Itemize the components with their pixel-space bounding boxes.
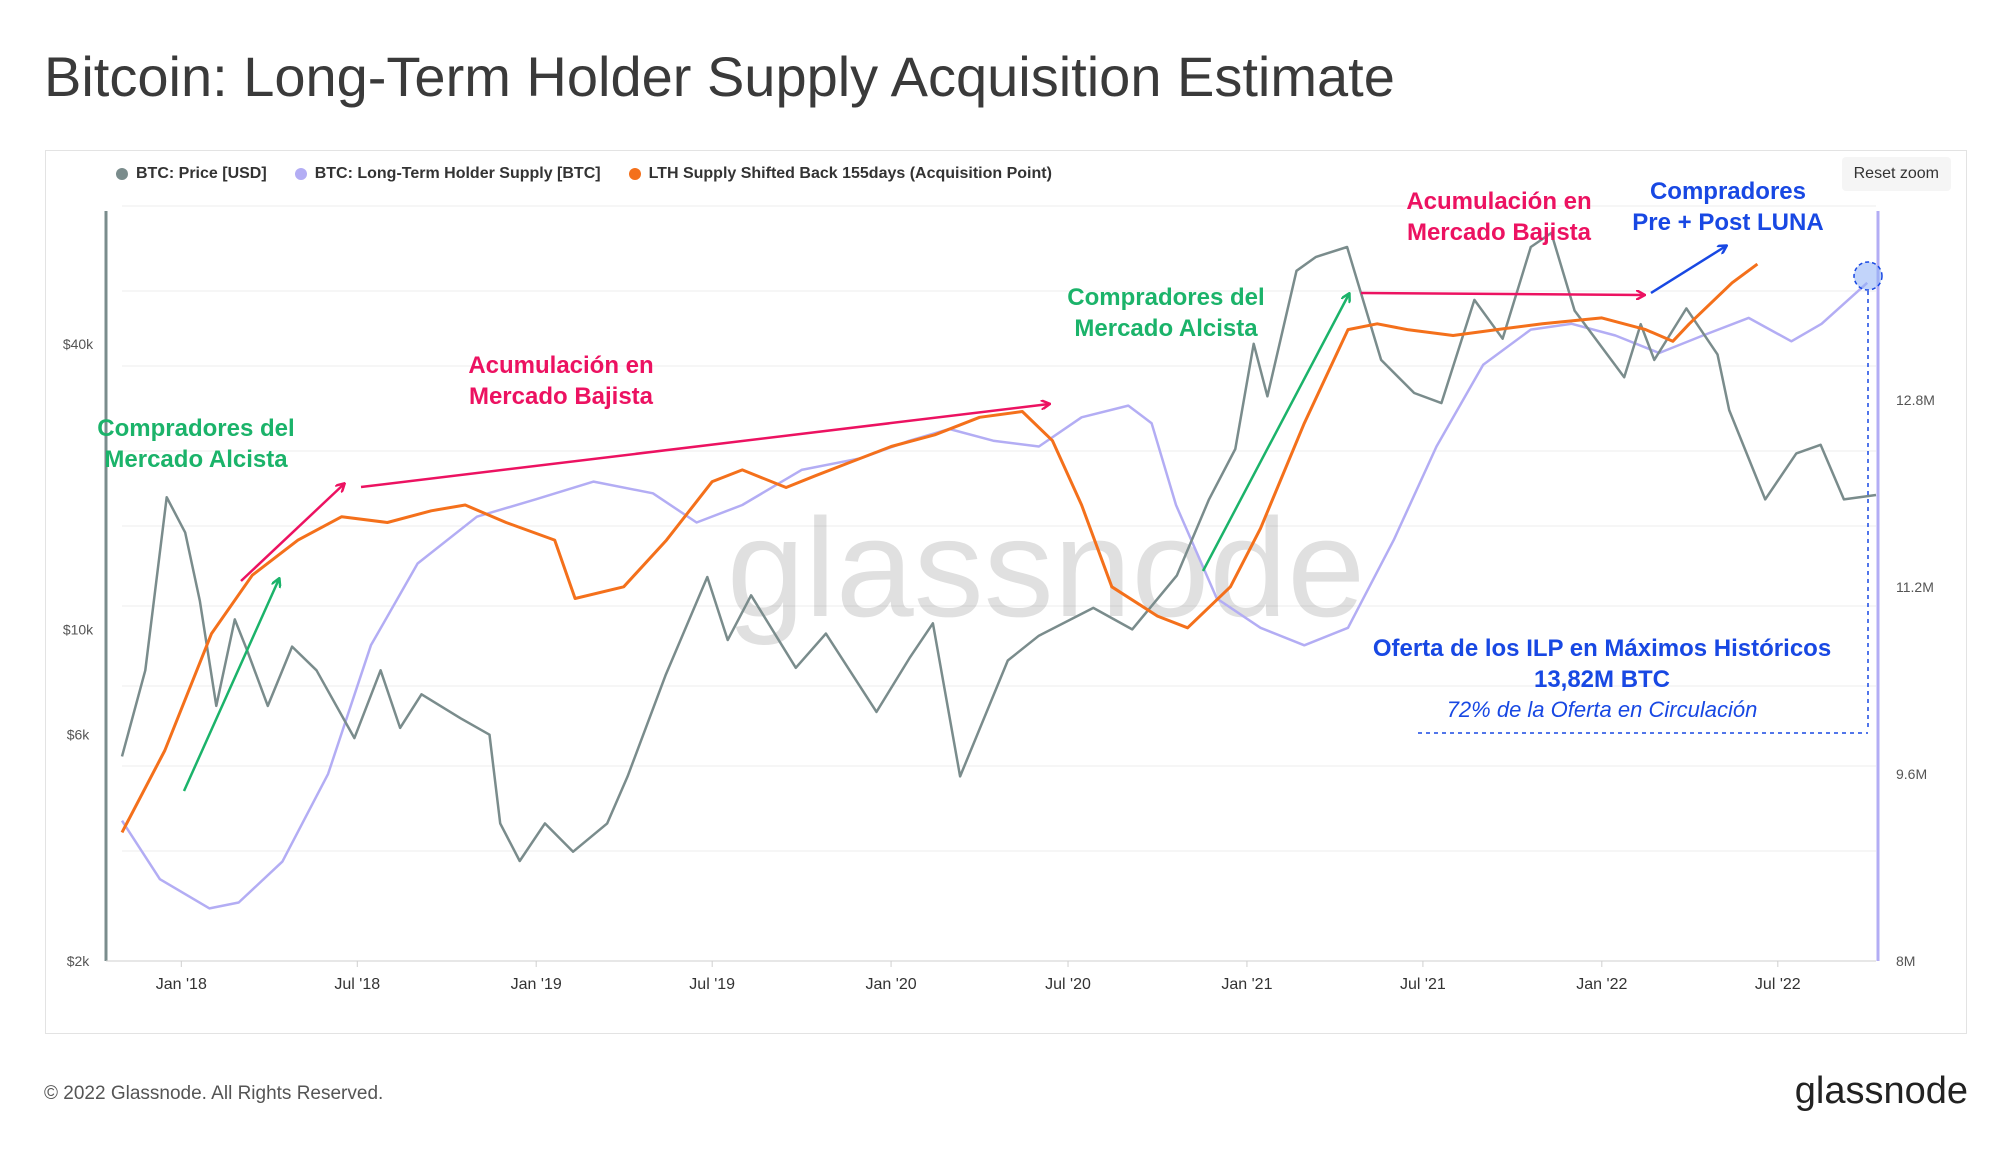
reset-zoom-button[interactable]: Reset zoom xyxy=(1841,157,1951,191)
annotation-arrow-5 xyxy=(1650,246,1726,295)
annotation-text-4: Compradores del xyxy=(1067,284,1264,311)
legend-dot-shifted xyxy=(628,168,641,180)
x-tick-label-3: Jul '19 xyxy=(689,976,735,993)
annotation-text-2: Acumulación en xyxy=(468,352,653,379)
legend-label-lth: BTC: Long-Term Holder Supply [BTC] xyxy=(314,165,601,182)
annotation-arrow-4 xyxy=(1360,293,1644,295)
watermark-text: glassnode xyxy=(727,489,1365,646)
legend-item-shifted[interactable]: LTH Supply Shifted Back 155days (Acquisi… xyxy=(628,165,1052,183)
annotation-arrow-2 xyxy=(360,404,1049,489)
y-left-tick-3: $2k xyxy=(67,953,91,969)
annotation-text-9: Pre + Post LUNA xyxy=(1632,209,1823,236)
y-left-tick-1: $10k xyxy=(63,621,94,637)
legend-dot-price xyxy=(116,168,128,180)
y-left-tick-2: $6k xyxy=(67,727,91,743)
annotation-text-5: Mercado Alcista xyxy=(1074,315,1258,342)
ath-marker-circle xyxy=(1853,261,1883,291)
legend-label-shifted: LTH Supply Shifted Back 155days (Acquisi… xyxy=(648,165,1052,182)
y-right-tick-0: 12.8M xyxy=(1896,392,1935,408)
x-tick-label-4: Jan '20 xyxy=(866,976,917,993)
legend-item-lth[interactable]: BTC: Long-Term Holder Supply [BTC] xyxy=(294,165,601,183)
annotation-text-10: Oferta de los ILP en Máximos Históricos xyxy=(1373,635,1831,662)
chart-frame: $40k $10k $6k $2k 12.8M 11.2M 9.6M 8M Jan '18 Jul… xyxy=(45,150,1967,1034)
annotation-text-1: Mercado Alcista xyxy=(104,446,288,473)
x-tick-label-9: Jul '22 xyxy=(1755,976,1801,993)
page-title: Bitcoin: Long-Term Holder Supply Acquisi… xyxy=(44,45,1395,108)
annotation-text-12: 72% de la Oferta en Circulación xyxy=(1447,697,1758,722)
chart-plot: $40k $10k $6k $2k 12.8M 11.2M 9.6M 8M Jan '18 Jul… xyxy=(63,178,1935,993)
x-tick-label-6: Jan '21 xyxy=(1221,976,1272,993)
series-line-btc-price xyxy=(120,231,1877,863)
copyright-text: © 2022 Glassnode. All Rights Reserved. xyxy=(44,1083,384,1104)
x-tick-label-7: Jul '21 xyxy=(1400,976,1446,993)
series-line-lth-shifted xyxy=(120,262,1759,834)
y-right-tick-1: 11.2M xyxy=(1896,579,1934,595)
legend-dot-lth xyxy=(294,168,307,180)
annotation-text-0: Compradores del xyxy=(97,415,294,442)
y-left-tick-0: $40k xyxy=(63,336,94,352)
legend-label-price: BTC: Price [USD] xyxy=(136,165,267,182)
series-line-lth-supply xyxy=(120,281,1869,910)
y-right-tick-3: 8M xyxy=(1896,953,1915,969)
annotation-text-6: Acumulación en xyxy=(1406,188,1591,215)
annotation-arrow-1 xyxy=(240,484,344,582)
x-tick-label-0: Jan '18 xyxy=(156,976,207,993)
annotation-text-11: 13,82M BTC xyxy=(1534,666,1670,693)
legend-item-price[interactable]: BTC: Price [USD] xyxy=(116,165,267,183)
annotation-text-7: Mercado Bajista xyxy=(1407,219,1592,246)
x-tick-label-8: Jan '22 xyxy=(1576,976,1627,993)
x-tick-label-1: Jul '18 xyxy=(334,976,380,993)
x-tick-label-2: Jan '19 xyxy=(511,976,562,993)
y-right-tick-2: 9.6M xyxy=(1896,766,1927,782)
annotation-text-3: Mercado Bajista xyxy=(469,383,654,410)
brand-logo: glassnode xyxy=(1794,1070,1968,1112)
annotation-arrow-0 xyxy=(182,579,279,792)
annotation-text-8: Compradores xyxy=(1650,178,1806,205)
chart-legend: BTC: Price [USD] BTC: Long-Term Holder S… xyxy=(116,165,1052,183)
annotation-arrow-3 xyxy=(1201,294,1349,572)
x-tick-label-5: Jul '20 xyxy=(1045,976,1091,993)
